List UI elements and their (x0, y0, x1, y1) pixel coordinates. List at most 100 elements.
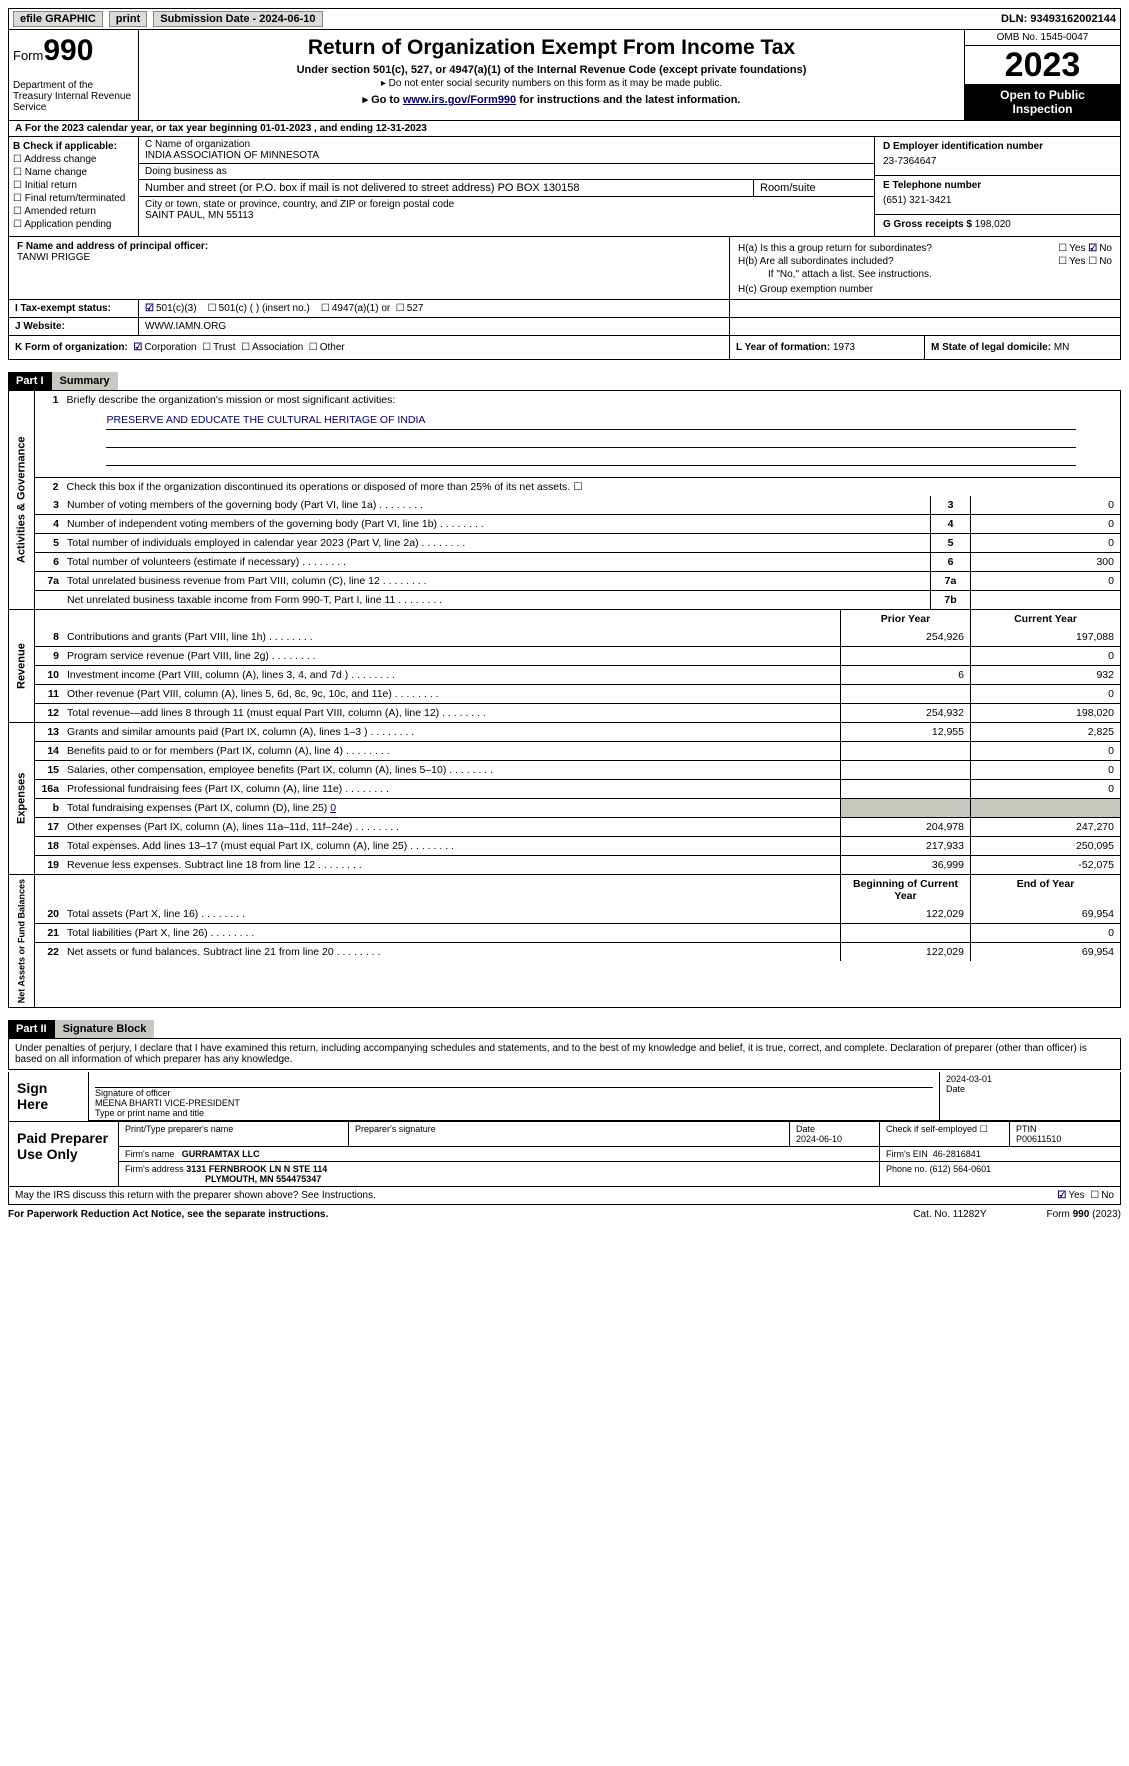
hb-yes[interactable]: Yes (1058, 256, 1085, 267)
city: SAINT PAUL, MN 55113 (145, 210, 253, 221)
print-button[interactable]: print (109, 11, 147, 27)
begin-year-hdr: Beginning of Current Year (840, 875, 970, 905)
k-assoc[interactable]: Association (241, 342, 303, 353)
dba-label: Doing business as (145, 166, 868, 177)
form-footer: Form 990 (2023) (1047, 1209, 1122, 1220)
paid-prep-label: Paid Preparer Use Only (9, 1122, 119, 1186)
row-klm: K Form of organization: Corporation Trus… (8, 336, 1121, 360)
may-no[interactable]: No (1090, 1190, 1114, 1201)
dln: DLN: 93493162002144 (1001, 13, 1116, 25)
phone: (651) 321-3421 (883, 191, 1112, 210)
chk-pending[interactable]: Application pending (13, 219, 134, 230)
row-j: J Website: WWW.IAMN.ORG (8, 318, 1121, 336)
sig-declaration: Under penalties of perjury, I declare th… (8, 1038, 1121, 1070)
entity-block: B Check if applicable: Address change Na… (8, 137, 1121, 237)
vtab-exp: Expenses (9, 723, 35, 874)
prior-year-hdr: Prior Year (840, 610, 970, 628)
i-527[interactable]: 527 (396, 303, 424, 314)
pra-notice: For Paperwork Reduction Act Notice, see … (8, 1209, 913, 1220)
may-irs: May the IRS discuss this return with the… (15, 1190, 1057, 1201)
phone-label: E Telephone number (883, 180, 1112, 191)
firm-phone: (612) 564-0601 (930, 1164, 992, 1174)
chk-address[interactable]: Address change (13, 154, 134, 165)
may-yes[interactable]: Yes (1057, 1190, 1084, 1201)
k-corp[interactable]: Corporation (133, 342, 196, 353)
part2-title: Signature Block (55, 1020, 155, 1038)
i-4947[interactable]: 4947(a)(1) or (321, 303, 390, 314)
k-trust[interactable]: Trust (202, 342, 235, 353)
firm-ein: 46-2816841 (933, 1149, 981, 1159)
ha-label: H(a) Is this a group return for subordin… (738, 243, 1058, 254)
gross-label: G Gross receipts $ (883, 219, 972, 230)
ha-yes[interactable]: Yes (1058, 243, 1085, 254)
c-name-label: C Name of organization (145, 139, 868, 150)
website: WWW.IAMN.ORG (139, 318, 730, 335)
part1-title: Summary (52, 372, 118, 390)
ptin-lbl: PTIN (1016, 1124, 1037, 1134)
open-inspection: Open to Public Inspection (965, 84, 1120, 120)
form-header: Form990 Department of the Treasury Inter… (8, 30, 1121, 121)
omb-number: OMB No. 1545-0047 (965, 30, 1120, 46)
q2-check[interactable] (573, 481, 584, 493)
row-i: I Tax-exempt status: 501(c)(3) 501(c) ( … (8, 300, 1121, 318)
street: PO BOX 130158 (498, 182, 580, 194)
submission-date: Submission Date - 2024-06-10 (153, 11, 322, 27)
k-label: K Form of organization: (15, 342, 128, 353)
firm-name-lbl: Firm's name (125, 1149, 174, 1159)
form-subtitle: Under section 501(c), 527, or 4947(a)(1)… (151, 64, 952, 76)
firm-addr1: 3131 FERNBROOK LN N STE 114 (186, 1164, 327, 1174)
f-label: F Name and address of principal officer: (17, 241, 208, 252)
efile-label: efile GRAPHIC (13, 11, 103, 27)
date-lbl: Date (946, 1084, 965, 1094)
curr-year-hdr: Current Year (970, 610, 1120, 628)
k-other[interactable]: Other (309, 342, 345, 353)
city-label: City or town, state or province, country… (145, 199, 868, 210)
chk-initial[interactable]: Initial return (13, 180, 134, 191)
b-label: B Check if applicable: (13, 141, 134, 152)
q1: Briefly describe the organization's miss… (66, 394, 395, 406)
officer-h-block: F Name and address of principal officer:… (8, 237, 1121, 300)
ein-label: D Employer identification number (883, 141, 1112, 152)
vtab-rev: Revenue (9, 610, 35, 722)
chk-amended[interactable]: Amended return (13, 206, 134, 217)
firm-name: GURRAMTAX LLC (182, 1149, 260, 1159)
part1-num: Part I (8, 372, 52, 390)
ha-no[interactable]: No (1088, 243, 1112, 254)
firm-addr2: PLYMOUTH, MN 554475347 (125, 1174, 321, 1184)
date-lbl2: Date (796, 1124, 815, 1134)
irs-link[interactable]: www.irs.gov/Form990 (403, 94, 516, 106)
mission-blank (106, 432, 1076, 448)
i-501c3[interactable]: 501(c)(3) (145, 303, 197, 314)
vtab-net: Net Assets or Fund Balances (9, 875, 35, 1007)
end-year-hdr: End of Year (970, 875, 1120, 905)
domicile: MN (1054, 342, 1070, 353)
firm-ein-lbl: Firm's EIN (886, 1149, 928, 1159)
may-irs-row: May the IRS discuss this return with the… (9, 1186, 1120, 1204)
ein: 23-7364647 (883, 152, 1112, 171)
topbar: efile GRAPHIC print Submission Date - 20… (8, 8, 1121, 30)
prep-date: 2024-06-10 (796, 1134, 842, 1144)
ptin: P00611510 (1016, 1134, 1061, 1144)
org-name: INDIA ASSOCIATION OF MINNESOTA (145, 150, 319, 161)
line-a: A For the 2023 calendar year, or tax yea… (8, 121, 1121, 137)
gross: 198,020 (975, 219, 1011, 230)
hb-label: H(b) Are all subordinates included? (738, 256, 1058, 267)
hb-note: If "No," attach a list. See instructions… (738, 269, 1112, 280)
chk-final[interactable]: Final return/terminated (13, 193, 134, 204)
mission-blank2 (106, 450, 1076, 466)
i-501c[interactable]: 501(c) ( ) (insert no.) (208, 303, 310, 314)
hb-no[interactable]: No (1088, 256, 1112, 267)
firm-addr-lbl: Firm's address (125, 1164, 184, 1174)
sign-here-label: Sign Here (9, 1072, 89, 1121)
mission: PRESERVE AND EDUCATE THE CULTURAL HERITA… (106, 414, 1076, 430)
cat-no: Cat. No. 11282Y (913, 1209, 986, 1220)
officer: MEENA BHARTI VICE-PRESIDENT (95, 1098, 240, 1108)
type-name-lbl: Type or print name and title (95, 1108, 204, 1118)
chk-name[interactable]: Name change (13, 167, 134, 178)
vtab-gov: Activities & Governance (9, 391, 35, 609)
l-label: L Year of formation: (736, 342, 830, 353)
dept-label: Department of the Treasury Internal Reve… (13, 80, 134, 113)
hc-label: H(c) Group exemption number (738, 284, 1112, 295)
year-formed: 1973 (833, 342, 855, 353)
part2-num: Part II (8, 1020, 55, 1038)
